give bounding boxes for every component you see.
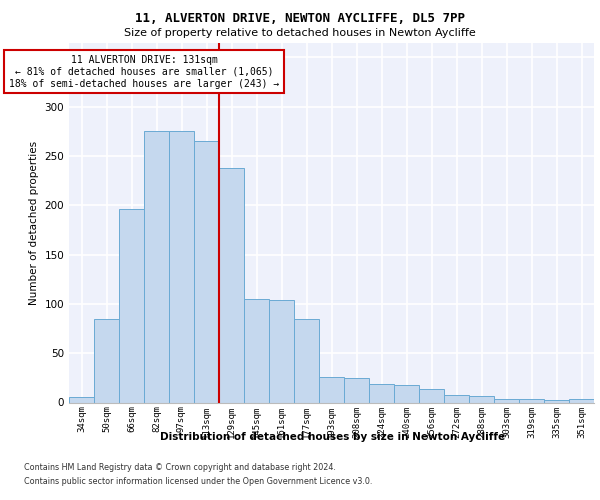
Bar: [144, 132, 169, 402]
Bar: [294, 318, 319, 402]
Bar: [194, 141, 219, 403]
Bar: [269, 300, 294, 402]
Bar: [344, 378, 369, 402]
Bar: [519, 398, 544, 402]
Bar: [244, 299, 269, 403]
Bar: [69, 396, 94, 402]
Text: 11, ALVERTON DRIVE, NEWTON AYCLIFFE, DL5 7PP: 11, ALVERTON DRIVE, NEWTON AYCLIFFE, DL5…: [135, 12, 465, 26]
Bar: [169, 132, 194, 402]
Text: Contains public sector information licensed under the Open Government Licence v3: Contains public sector information licen…: [24, 478, 373, 486]
Bar: [369, 384, 394, 402]
Text: Contains HM Land Registry data © Crown copyright and database right 2024.: Contains HM Land Registry data © Crown c…: [24, 462, 336, 471]
Bar: [119, 209, 144, 402]
Bar: [494, 398, 519, 402]
Bar: [469, 396, 494, 402]
Bar: [219, 168, 244, 402]
Text: Size of property relative to detached houses in Newton Aycliffe: Size of property relative to detached ho…: [124, 28, 476, 38]
Bar: [544, 400, 569, 402]
Bar: [569, 398, 594, 402]
Bar: [94, 318, 119, 402]
Text: Distribution of detached houses by size in Newton Aycliffe: Distribution of detached houses by size …: [160, 432, 506, 442]
Text: 11 ALVERTON DRIVE: 131sqm
← 81% of detached houses are smaller (1,065)
18% of se: 11 ALVERTON DRIVE: 131sqm ← 81% of detac…: [9, 56, 279, 88]
Bar: [419, 388, 444, 402]
Bar: [319, 377, 344, 402]
Bar: [444, 394, 469, 402]
Y-axis label: Number of detached properties: Number of detached properties: [29, 140, 39, 304]
Bar: [394, 384, 419, 402]
